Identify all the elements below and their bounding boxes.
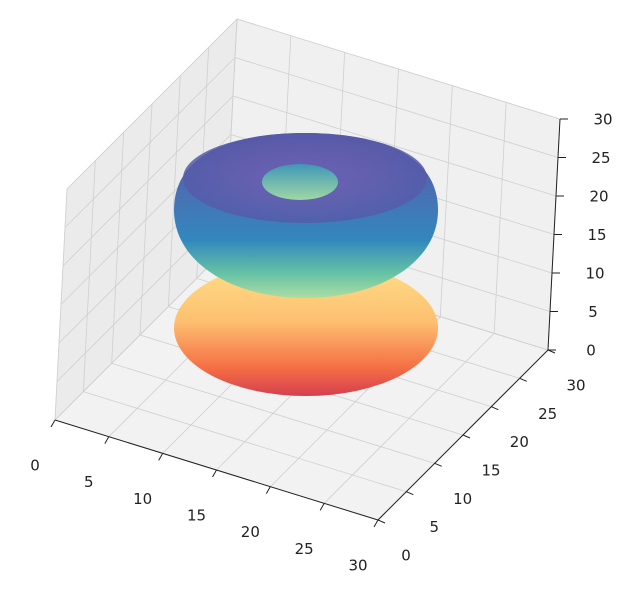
z-tick-label: 25 bbox=[591, 149, 610, 167]
tick-mark bbox=[377, 519, 386, 524]
grid-line bbox=[232, 95, 557, 197]
y-axis-line bbox=[377, 349, 549, 521]
grid-line bbox=[64, 57, 236, 228]
z-tick-label: 5 bbox=[588, 303, 598, 321]
grid-line bbox=[234, 57, 559, 158]
tick-mark bbox=[319, 503, 325, 511]
grid-line bbox=[111, 362, 435, 464]
x-tick-label: 5 bbox=[84, 473, 94, 491]
lower-torus bbox=[174, 260, 438, 396]
grid-line bbox=[66, 18, 238, 190]
grid-line bbox=[54, 249, 226, 421]
tick-mark bbox=[519, 377, 527, 382]
y-tick-label: 20 bbox=[510, 433, 529, 451]
y-tick-label: 25 bbox=[538, 405, 557, 423]
tick-mark bbox=[212, 469, 217, 478]
grid-line bbox=[236, 18, 561, 120]
tick-mark bbox=[462, 434, 471, 439]
z-axis-line bbox=[547, 118, 561, 351]
grid-line bbox=[62, 95, 234, 267]
x-tick-label: 20 bbox=[241, 523, 260, 541]
tick-mark bbox=[158, 453, 164, 461]
x-tick-label: 0 bbox=[30, 457, 40, 475]
tick-mark bbox=[104, 436, 110, 444]
torus-hole bbox=[262, 164, 338, 200]
x-tick-label: 30 bbox=[348, 557, 367, 575]
x-tick-label: 10 bbox=[133, 490, 152, 508]
y-tick-label: 30 bbox=[566, 377, 585, 395]
y-tick-label: 10 bbox=[453, 490, 472, 508]
x-tick-label: 15 bbox=[187, 507, 206, 525]
x-tick-label: 25 bbox=[295, 540, 314, 558]
y-tick-label: 0 bbox=[401, 547, 411, 565]
tick-mark bbox=[373, 519, 379, 528]
surfaces bbox=[174, 133, 438, 396]
x-axis-line bbox=[54, 419, 379, 521]
y-tick-label: 5 bbox=[430, 518, 440, 536]
tick-mark bbox=[50, 419, 56, 428]
z-tick-label: 0 bbox=[586, 342, 596, 360]
tick-mark bbox=[406, 491, 414, 496]
z-tick-label: 15 bbox=[587, 226, 606, 244]
grid-line bbox=[83, 391, 407, 493]
tick-mark bbox=[265, 486, 271, 494]
tick-mark bbox=[434, 462, 442, 467]
tick-mark bbox=[491, 406, 499, 411]
z-tick-label: 20 bbox=[589, 188, 608, 206]
z-tick-label: 30 bbox=[593, 111, 612, 129]
y-tick-label: 15 bbox=[481, 462, 500, 480]
z-tick-label: 10 bbox=[585, 265, 604, 283]
